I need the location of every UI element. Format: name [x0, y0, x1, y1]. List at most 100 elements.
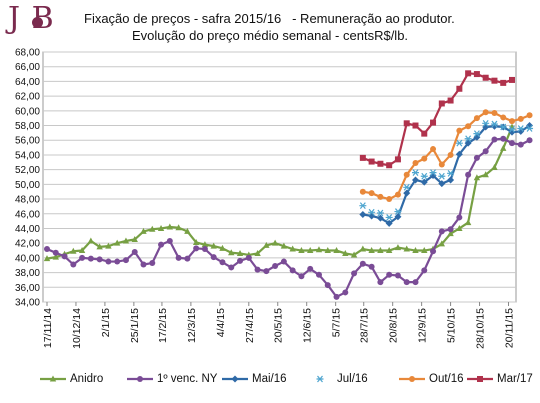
data-point-series-1	[166, 223, 174, 230]
data-point-series-4	[368, 208, 376, 216]
legend-item-6: Mar/17	[467, 370, 533, 388]
legend-label: Anidro	[70, 373, 104, 385]
data-point-series-6	[509, 76, 515, 83]
data-point-series-3	[394, 213, 402, 221]
data-point-series-1	[500, 144, 507, 151]
data-point-series-5	[447, 151, 454, 158]
data-point-series-2	[175, 254, 182, 261]
data-point-series-4	[464, 135, 472, 143]
data-point-series-4	[455, 139, 463, 147]
data-point-series-4	[482, 119, 490, 127]
y-tick-label: 50,00	[15, 180, 40, 191]
data-point-series-5	[368, 190, 375, 197]
data-point-series-1	[105, 242, 112, 249]
y-tick-label: 38,00	[15, 268, 40, 279]
legend-label: 1º venc. NY	[157, 373, 218, 385]
data-point-series-5	[412, 160, 419, 167]
legend-item-2: 1º venc. NY	[127, 370, 217, 388]
y-tick-label: 62,00	[15, 92, 40, 103]
data-point-series-5	[473, 115, 480, 122]
data-point-series-4	[376, 209, 384, 217]
data-point-series-2	[280, 258, 287, 265]
data-point-series-2	[61, 253, 68, 260]
data-point-series-4	[394, 208, 402, 215]
data-point-series-1	[271, 239, 279, 246]
data-point-series-3	[385, 219, 393, 227]
y-tick-label: 58,00	[15, 121, 40, 132]
series-line-1	[46, 126, 514, 260]
data-point-series-6	[482, 74, 489, 81]
data-point-series-1	[131, 236, 138, 242]
data-point-series-6	[368, 158, 375, 165]
x-tick-label: 12/6/15	[302, 308, 314, 343]
data-point-series-1	[96, 243, 103, 250]
data-point-series-4	[385, 214, 393, 221]
data-point-series-2	[517, 141, 524, 148]
data-point-series-1	[70, 247, 77, 254]
legend-swatch	[40, 375, 66, 382]
x-tick-label: 17/11/14	[42, 308, 54, 348]
legend-swatch	[316, 375, 324, 383]
legend-item-1: Anidro	[40, 370, 103, 388]
data-point-series-2	[315, 271, 322, 278]
data-point-series-2	[184, 255, 191, 262]
data-point-series-5	[421, 155, 428, 162]
data-point-series-1	[113, 239, 121, 246]
legend-swatch	[222, 375, 248, 383]
legend-label: Jul/16	[337, 373, 368, 385]
data-point-series-2	[237, 257, 244, 264]
data-point-series-6	[412, 122, 419, 129]
data-point-series-3	[517, 127, 525, 135]
data-point-series-4	[517, 125, 525, 132]
data-point-series-1	[236, 249, 244, 256]
data-point-series-1	[438, 240, 446, 247]
data-point-series-1	[394, 244, 402, 251]
data-point-series-4	[420, 172, 428, 180]
data-point-series-4	[359, 202, 367, 210]
chart-legend: Anidro 1º venc. NY Mai/16 Jul/16 Out/16 Mar/1…	[0, 370, 540, 388]
data-point-series-2	[307, 265, 314, 272]
data-point-series-1	[412, 247, 419, 254]
data-point-series-5	[456, 127, 463, 134]
data-point-series-1	[192, 238, 200, 245]
data-point-series-2	[79, 254, 86, 261]
data-point-series-5	[394, 191, 401, 198]
data-point-series-1	[324, 247, 331, 254]
x-tick-label: 25/1/15	[129, 308, 141, 343]
data-point-series-5	[500, 114, 507, 121]
data-point-series-5	[403, 171, 410, 178]
data-point-series-4	[438, 172, 446, 180]
y-tick-label: 66,00	[15, 62, 40, 73]
y-tick-label: 48,00	[15, 195, 40, 206]
data-point-series-2	[456, 214, 463, 221]
x-tick-label: 27/4/15	[244, 308, 256, 343]
x-tick-label: 28/10/15	[475, 308, 487, 349]
data-point-series-2	[526, 137, 533, 144]
data-point-series-2	[105, 258, 112, 265]
data-point-series-5	[430, 146, 437, 153]
data-point-series-2	[70, 261, 77, 268]
data-point-series-2	[359, 260, 366, 267]
x-tick-label: 5/7/15	[331, 308, 343, 337]
data-point-series-5	[377, 193, 384, 200]
x-tick-label: 12/3/15	[186, 308, 198, 343]
data-point-series-1	[482, 171, 489, 178]
data-point-series-1	[280, 242, 288, 249]
data-point-series-4	[403, 183, 411, 191]
y-tick-label: 46,00	[15, 209, 40, 220]
y-tick-label: 52,00	[15, 165, 40, 176]
data-point-series-1	[333, 247, 340, 254]
data-point-series-1	[342, 249, 349, 256]
data-point-series-4	[526, 125, 534, 132]
data-point-series-1	[298, 247, 305, 254]
data-point-series-5	[465, 123, 472, 130]
data-point-series-2	[219, 259, 226, 266]
y-tick-label: 54,00	[15, 150, 40, 161]
data-point-series-1	[359, 245, 367, 252]
data-point-series-5	[386, 196, 393, 203]
data-point-series-1	[78, 247, 86, 254]
data-point-series-1	[491, 163, 498, 170]
data-point-series-3	[403, 189, 411, 197]
data-point-series-5	[491, 110, 498, 117]
series-line-6	[362, 72, 513, 167]
